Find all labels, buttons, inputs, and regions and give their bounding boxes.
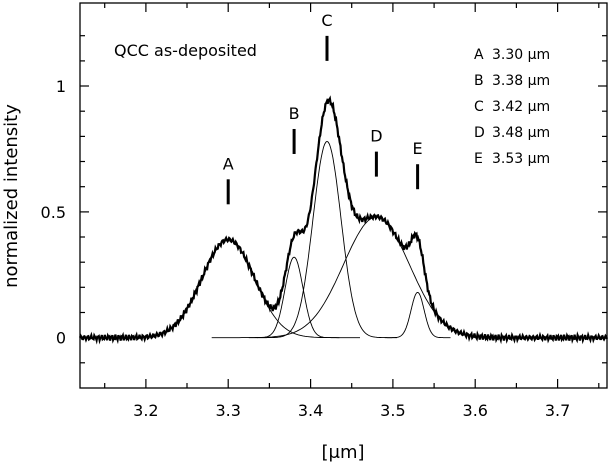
x-tick-label: 3.4 (298, 401, 323, 420)
y-tick-label: 0.5 (41, 203, 66, 222)
plot-frame (79, 2, 608, 389)
legend-entry: 3.48 μm (492, 125, 550, 141)
y-axis-title: normalized intensity (1, 104, 22, 288)
legend-entry: 3.30 μm (492, 47, 550, 63)
peak-letter-D: D (370, 127, 382, 146)
x-tick-labels: 3.2 3.3 3.4 3.5 3.6 3.7 (133, 401, 570, 420)
legend-letter: A (474, 47, 484, 63)
peak-letter-A: A (223, 154, 234, 173)
peak-letter-E: E (413, 139, 423, 158)
fit-components (96, 140, 542, 339)
legend-letter: B (474, 73, 484, 89)
x-tick-label: 3.3 (215, 401, 240, 420)
component-curve-C (257, 140, 397, 339)
legend-letter: E (474, 151, 483, 167)
y-tick-label: 0 (56, 329, 66, 348)
legend: A 3.30 μm B 3.38 μm C 3.42 μm D 3.48 μm E 3.53 μm (474, 47, 550, 167)
x-axis-title: [μm] (321, 442, 364, 463)
y-tick-label: 1 (56, 77, 66, 96)
y-tick-labels: 00.51 (41, 77, 66, 348)
component-curve-D (211, 216, 542, 339)
measured-spectrum-line (78, 95, 609, 345)
x-tick-label: 3.2 (133, 401, 158, 420)
component-curve-E (384, 291, 451, 339)
legend-entry: 3.53 μm (492, 151, 550, 167)
x-tick-label: 3.7 (545, 401, 570, 420)
peak-markers: A B C D E (223, 11, 423, 205)
component-curve-A (96, 239, 360, 339)
peak-letter-B: B (289, 104, 300, 123)
annotation-label: QCC as-deposited (114, 41, 257, 60)
peak-letter-C: C (321, 11, 332, 30)
tick-marks (80, 3, 607, 388)
x-tick-label: 3.6 (463, 401, 488, 420)
legend-entry: 3.38 μm (492, 73, 550, 89)
legend-letter: D (474, 125, 485, 141)
x-tick-label: 3.5 (380, 401, 405, 420)
legend-letter: C (474, 99, 484, 115)
legend-entry: 3.42 μm (492, 99, 550, 115)
